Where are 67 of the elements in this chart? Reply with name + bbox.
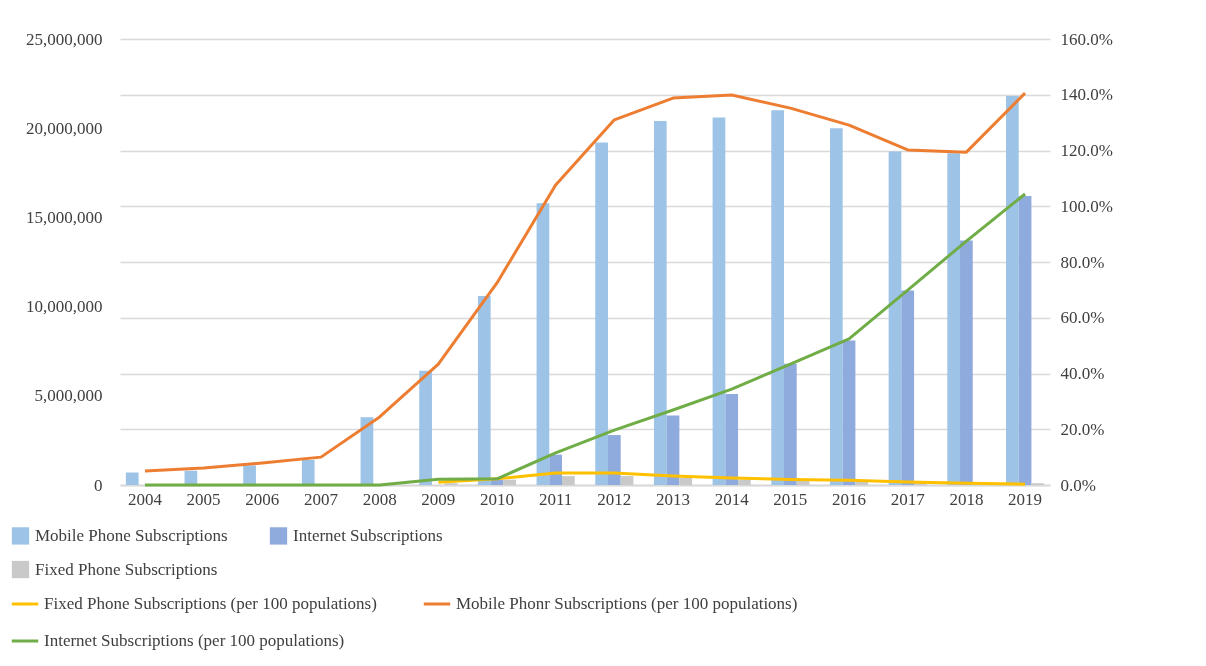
line-series xyxy=(143,192,1027,487)
y2-tick-label: 0.0% xyxy=(1060,475,1096,495)
line-series xyxy=(143,91,1027,473)
y-tick-label: 20,000,000 xyxy=(26,118,103,138)
y2-tick-label: 140.0% xyxy=(1060,85,1113,105)
bar xyxy=(888,151,902,485)
bar xyxy=(666,415,680,485)
x-tick-label: 2004 xyxy=(127,489,163,509)
x-tick-label: 2013 xyxy=(656,489,691,509)
x-tick-label: 2008 xyxy=(362,489,397,509)
bar xyxy=(620,476,634,485)
legend-label: Mobile Phonr Subscriptions (per 100 populations) xyxy=(456,594,798,613)
x-tick-label: 2016 xyxy=(832,489,867,509)
bar xyxy=(562,476,575,485)
bar xyxy=(125,472,139,485)
bar xyxy=(842,340,856,485)
bar xyxy=(243,465,256,485)
y-tick-label: 25,000,000 xyxy=(26,29,103,49)
legend-label: Mobile Phone Subscriptions xyxy=(35,525,228,545)
bar xyxy=(829,128,843,485)
legend-label: Internet Subscriptions (per 100 populations) xyxy=(44,631,345,650)
y2-tick-label: 40.0% xyxy=(1060,364,1105,383)
y-tick-label: 5,000,000 xyxy=(34,386,103,406)
bar xyxy=(1018,195,1032,485)
bar xyxy=(536,203,550,485)
legend-label: Fixed Phone Subscriptions (per 100 populations) xyxy=(44,594,377,613)
legend-label: Fixed Phone Subscriptions xyxy=(35,559,218,579)
y2-tick-label: 120.0% xyxy=(1060,141,1113,160)
y2-tick-label: 160.0% xyxy=(1060,29,1113,49)
bar xyxy=(960,240,973,485)
line-series xyxy=(436,471,1027,486)
x-tick-label: 2009 xyxy=(421,489,456,509)
bar xyxy=(738,479,751,485)
bar xyxy=(607,435,621,485)
bar xyxy=(784,363,797,485)
x-tick-label: 2011 xyxy=(538,489,573,509)
y2-tick-label: 60.0% xyxy=(1060,308,1105,328)
x-tick-label: 2005 xyxy=(186,489,221,509)
bar xyxy=(901,290,915,485)
legend-label: Internet Subscriptions xyxy=(293,525,443,545)
x-tick-label: 2012 xyxy=(597,489,632,509)
bar xyxy=(653,121,667,485)
bar xyxy=(595,142,608,485)
x-tick-label: 2015 xyxy=(773,489,808,509)
bar xyxy=(771,110,785,485)
x-tick-label: 2010 xyxy=(479,489,514,509)
bar xyxy=(419,370,432,485)
bar xyxy=(1005,96,1019,485)
y2-tick-label: 80.0% xyxy=(1060,252,1105,272)
y-tick-label: 0 xyxy=(94,475,103,495)
y2-tick-label: 100.0% xyxy=(1060,196,1113,216)
x-tick-label: 2014 xyxy=(714,489,750,509)
bar xyxy=(301,460,315,485)
y2-tick-label: 20.0% xyxy=(1060,419,1105,439)
bar xyxy=(725,394,739,485)
bar xyxy=(712,117,726,485)
x-tick-label: 2018 xyxy=(949,489,984,509)
y-tick-label: 15,000,000 xyxy=(26,207,103,227)
x-tick-label: 2017 xyxy=(890,489,926,509)
bar xyxy=(477,295,491,485)
bar xyxy=(679,477,693,485)
x-tick-label: 2006 xyxy=(245,489,280,509)
x-tick-label: 2007 xyxy=(303,489,339,509)
x-tick-label: 2019 xyxy=(1008,489,1043,509)
y-tick-label: 10,000,000 xyxy=(26,297,103,317)
bar xyxy=(947,153,961,485)
bar xyxy=(503,479,517,485)
